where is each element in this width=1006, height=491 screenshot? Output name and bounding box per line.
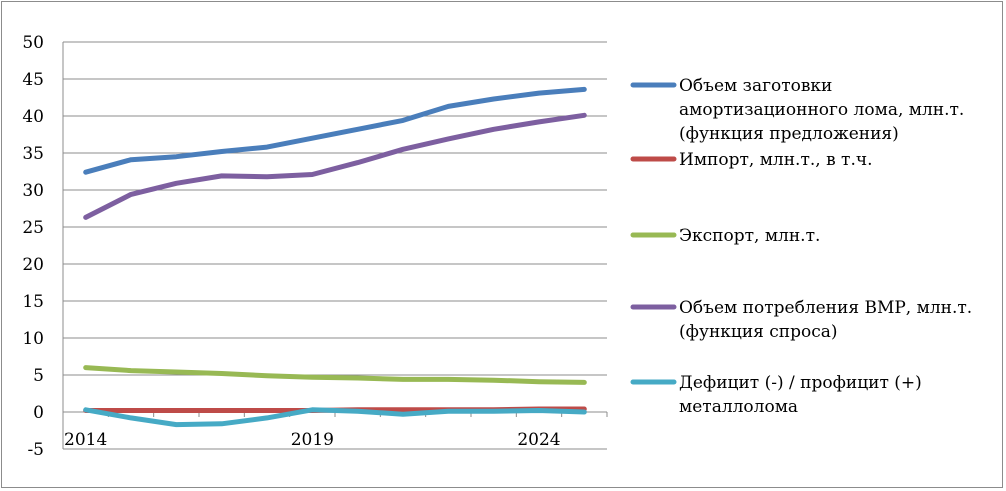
y-tick-label: 25 — [22, 218, 44, 238]
x-tick-label: 2014 — [64, 430, 107, 450]
legend-entry-2: Импорт, млн.т., в т.ч. — [630, 150, 873, 170]
legend-label: Объем потребления ВМР, млн.т. — [679, 298, 972, 318]
legend-label: Объем заготовки — [679, 76, 832, 96]
legend-entry-5: Дефицит (-) / профицит (+) металлолома — [630, 373, 922, 417]
gridlines — [62, 41, 607, 450]
y-tick-label: 15 — [22, 292, 44, 312]
x-tick-label: 2019 — [291, 430, 334, 450]
y-axis-tick-labels: -5 0 5 10 15 20 25 30 35 40 45 50 — [22, 33, 44, 460]
legend-label: металлолома — [679, 397, 798, 417]
series-line-1 — [83, 86, 587, 175]
legend-label: Экспорт, млн.т. — [679, 226, 820, 246]
legend-label: Дефицит (-) / профицит (+) — [679, 373, 922, 393]
y-tick-label: 45 — [22, 70, 44, 90]
y-tick-label: 10 — [22, 329, 44, 349]
x-axis-tick-labels: 2014 2019 2024 — [64, 430, 561, 450]
y-tick-label: 5 — [33, 366, 44, 386]
legend-entry-4: Объем потребления ВМР, млн.т. (функция сп… — [630, 298, 972, 342]
y-tick-label: 30 — [22, 181, 44, 201]
x-tick-label: 2024 — [517, 430, 560, 450]
legend-label: амортизационного лома, млн.т. — [679, 100, 964, 120]
y-tick-label: 40 — [22, 107, 44, 127]
y-tick-label: 35 — [22, 144, 44, 164]
legend-label: (функция предложения) — [679, 124, 899, 144]
y-tick-label: -5 — [27, 440, 44, 460]
series-line-5 — [83, 407, 587, 428]
y-tick-label: 20 — [22, 255, 44, 275]
y-tick-label: 50 — [22, 33, 44, 53]
legend-label: Импорт, млн.т., в т.ч. — [679, 150, 873, 170]
y-tick-label: 0 — [33, 403, 44, 423]
legend-entry-3: Экспорт, млн.т. — [630, 226, 820, 246]
series-lines — [83, 86, 587, 428]
series-line-3 — [83, 365, 587, 385]
legend: Объем заготовки амортизационного лома, мл… — [630, 76, 972, 417]
legend-entry-1: Объем заготовки амортизационного лома, мл… — [630, 76, 964, 144]
series-line-4 — [83, 112, 587, 220]
legend-label: (функция спроса) — [679, 322, 838, 342]
